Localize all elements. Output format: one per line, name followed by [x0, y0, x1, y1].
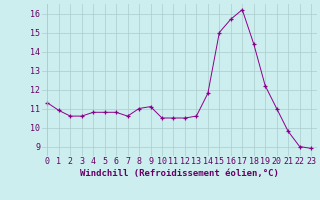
X-axis label: Windchill (Refroidissement éolien,°C): Windchill (Refroidissement éolien,°C): [80, 169, 279, 178]
